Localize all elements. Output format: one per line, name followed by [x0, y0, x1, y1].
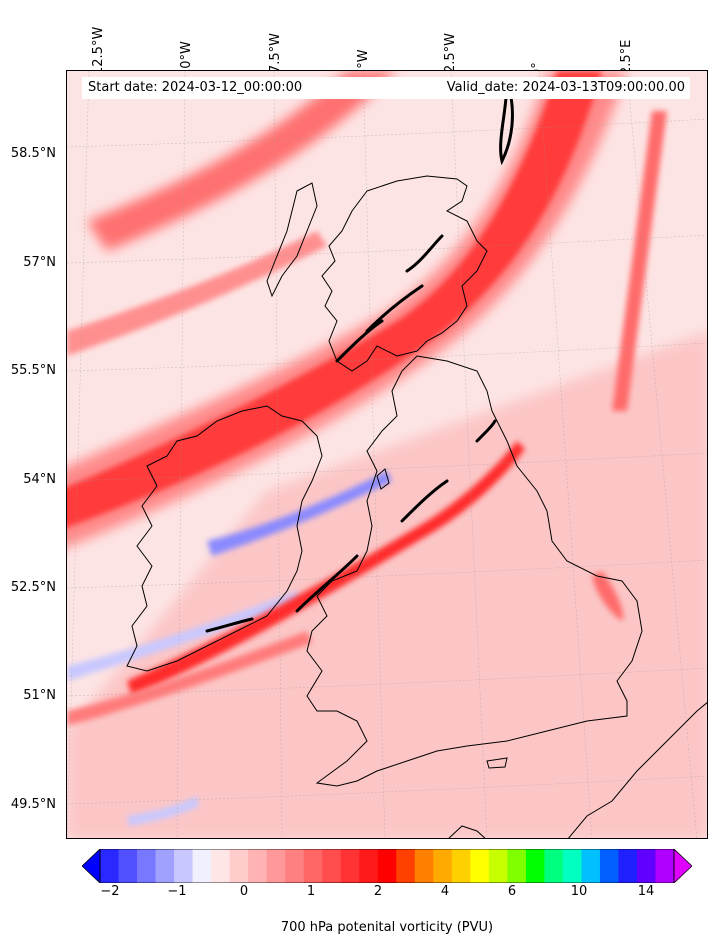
lat-label-51n: 51°N — [23, 688, 56, 703]
coast-isle-of-man — [376, 468, 390, 490]
colorbar-cell — [433, 849, 453, 883]
coast-france-west — [448, 825, 486, 838]
colorbar — [82, 849, 692, 883]
lon-label-12-5w: 12.5°W — [91, 26, 106, 75]
colorbar-cell — [470, 849, 490, 883]
colorbar-cell — [266, 849, 286, 883]
field-band-core — [67, 71, 602, 528]
colorbar-cell — [174, 849, 194, 883]
coast-england-wales — [306, 355, 643, 787]
contour-irish-sea-1 — [295, 554, 359, 613]
colorbar-cell — [359, 849, 379, 883]
colorbar-cell — [377, 849, 397, 883]
colorbar-min-arrow — [82, 849, 101, 883]
colorbar-cell — [322, 849, 342, 883]
field-red-south — [67, 631, 312, 726]
colorbar-cell — [488, 849, 508, 883]
colorbar-cell — [303, 849, 323, 883]
field-streak-east — [612, 111, 667, 411]
lat-label-57n: 57°N — [23, 255, 56, 270]
colorbar-cell — [118, 849, 138, 883]
colorbar-cell — [618, 849, 638, 883]
field-blue-3 — [127, 796, 199, 826]
pv-field-map — [67, 71, 707, 838]
field-blue-2 — [67, 591, 302, 681]
contour-scotland-1 — [335, 319, 384, 363]
colorbar-cell — [137, 849, 157, 883]
colorbar-cell — [655, 849, 675, 883]
colorbar-tick: 6 — [507, 884, 517, 899]
colorbar-tick: 0 — [239, 884, 249, 899]
field-red-irish-sea — [127, 441, 525, 696]
colorbar-cell — [581, 849, 601, 883]
start-date-text: Start date: 2024-03-12_00:00:00 — [88, 80, 303, 95]
colorbar-cell — [229, 849, 249, 883]
colorbar-cell — [155, 849, 175, 883]
colorbar-tick: 1 — [306, 884, 316, 899]
colorbar-tick: 2 — [373, 884, 383, 899]
contour-scotland-3 — [405, 234, 444, 273]
colorbar-cell — [599, 849, 619, 883]
colorbar-cell — [544, 849, 564, 883]
contour-north-sea — [499, 79, 514, 166]
contour-pennines — [475, 419, 497, 443]
colorbar-cell — [192, 849, 212, 883]
colorbar-cell — [100, 849, 120, 883]
pv-contours — [205, 79, 514, 633]
colorbar-cell — [636, 849, 656, 883]
lat-label-49-5n: 49.5°N — [10, 797, 56, 812]
lat-label-54n: 54°N — [23, 472, 56, 487]
field-streak-anglia — [592, 571, 624, 621]
colorbar-tick: 10 — [570, 884, 588, 899]
colorbar-cell — [285, 849, 305, 883]
contour-scotland-2 — [365, 284, 424, 333]
lat-label-52-5n: 52.5°N — [10, 580, 56, 595]
contour-ireland-south — [205, 617, 254, 633]
colorbar-max-arrow — [673, 849, 692, 883]
colorbar-tick: −2 — [100, 884, 120, 899]
colorbar-cell — [451, 849, 471, 883]
date-info-box — [82, 77, 690, 99]
colorbar-cell — [507, 849, 527, 883]
colorbar-cell — [562, 849, 582, 883]
colorbar-cell — [414, 849, 434, 883]
lon-label-2-5w: 2.5°W — [443, 32, 458, 73]
map-panel — [66, 70, 708, 839]
field-streak-nw2 — [67, 231, 327, 356]
lon-label-7-5w: 7.5°W — [268, 32, 283, 73]
colorbar-cell — [211, 849, 231, 883]
lat-label-55-5n: 55.5°N — [10, 363, 56, 378]
coast-ireland — [126, 405, 323, 672]
valid-date-text: Valid_date: 2024-03-13T09:00:00.00 — [446, 80, 685, 95]
colorbar-outline — [99, 849, 675, 883]
colorbar-label: 700 hPa potenital vorticity (PVU) — [280, 920, 494, 935]
field-south-pink — [67, 331, 707, 838]
colorbar-cell — [396, 849, 416, 883]
coast-continent — [568, 702, 707, 838]
coastlines — [126, 175, 707, 838]
colorbar-cell — [248, 849, 268, 883]
colorbar-cell — [340, 849, 360, 883]
colorbar-tick: 14 — [637, 884, 655, 899]
coast-wight — [486, 757, 508, 769]
colorbar-cells — [100, 849, 675, 883]
colorbar-tick: 4 — [440, 884, 450, 899]
coast-hebrides — [266, 182, 318, 298]
colorbar-cell — [525, 849, 545, 883]
field-streak-nw1 — [87, 71, 397, 251]
coast-scotland — [321, 175, 488, 372]
colorbar-tick: −1 — [167, 884, 187, 899]
lat-label-58-5n: 58.5°N — [10, 146, 56, 161]
contour-irish-sea-2 — [400, 479, 449, 523]
